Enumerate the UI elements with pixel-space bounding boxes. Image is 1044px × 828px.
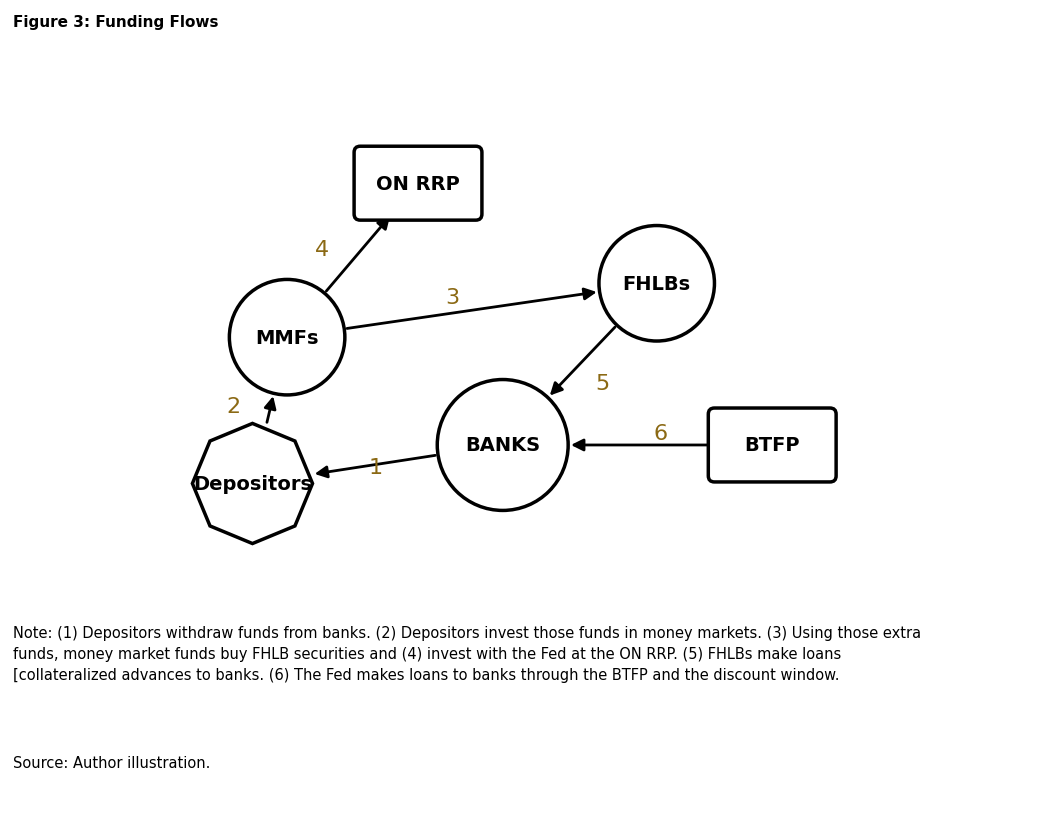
Ellipse shape [599, 226, 714, 342]
Text: Note: (1) Depositors withdraw funds from banks. (2) Depositors invest those fund: Note: (1) Depositors withdraw funds from… [13, 625, 921, 682]
Polygon shape [192, 424, 312, 544]
Text: 6: 6 [654, 424, 667, 444]
Text: FHLBs: FHLBs [622, 274, 691, 293]
Text: 3: 3 [446, 288, 459, 308]
Text: 1: 1 [369, 457, 383, 477]
Text: 2: 2 [227, 397, 240, 417]
Text: MMFs: MMFs [256, 328, 318, 347]
Text: 4: 4 [314, 239, 329, 259]
Text: BANKS: BANKS [466, 436, 541, 455]
Text: Figure 3: Funding Flows: Figure 3: Funding Flows [13, 15, 218, 30]
FancyBboxPatch shape [708, 408, 836, 483]
Text: Depositors: Depositors [193, 474, 312, 493]
Ellipse shape [437, 380, 568, 511]
FancyBboxPatch shape [354, 147, 482, 221]
Text: 5: 5 [596, 374, 610, 394]
Ellipse shape [230, 280, 345, 396]
Text: Source: Author illustration.: Source: Author illustration. [13, 755, 210, 770]
Text: BTFP: BTFP [744, 436, 800, 455]
Text: ON RRP: ON RRP [376, 175, 460, 194]
